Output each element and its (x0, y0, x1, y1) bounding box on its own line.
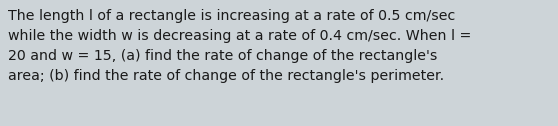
Text: The length l of a rectangle is increasing at a rate of 0.5 cm/sec
while the widt: The length l of a rectangle is increasin… (8, 9, 472, 83)
